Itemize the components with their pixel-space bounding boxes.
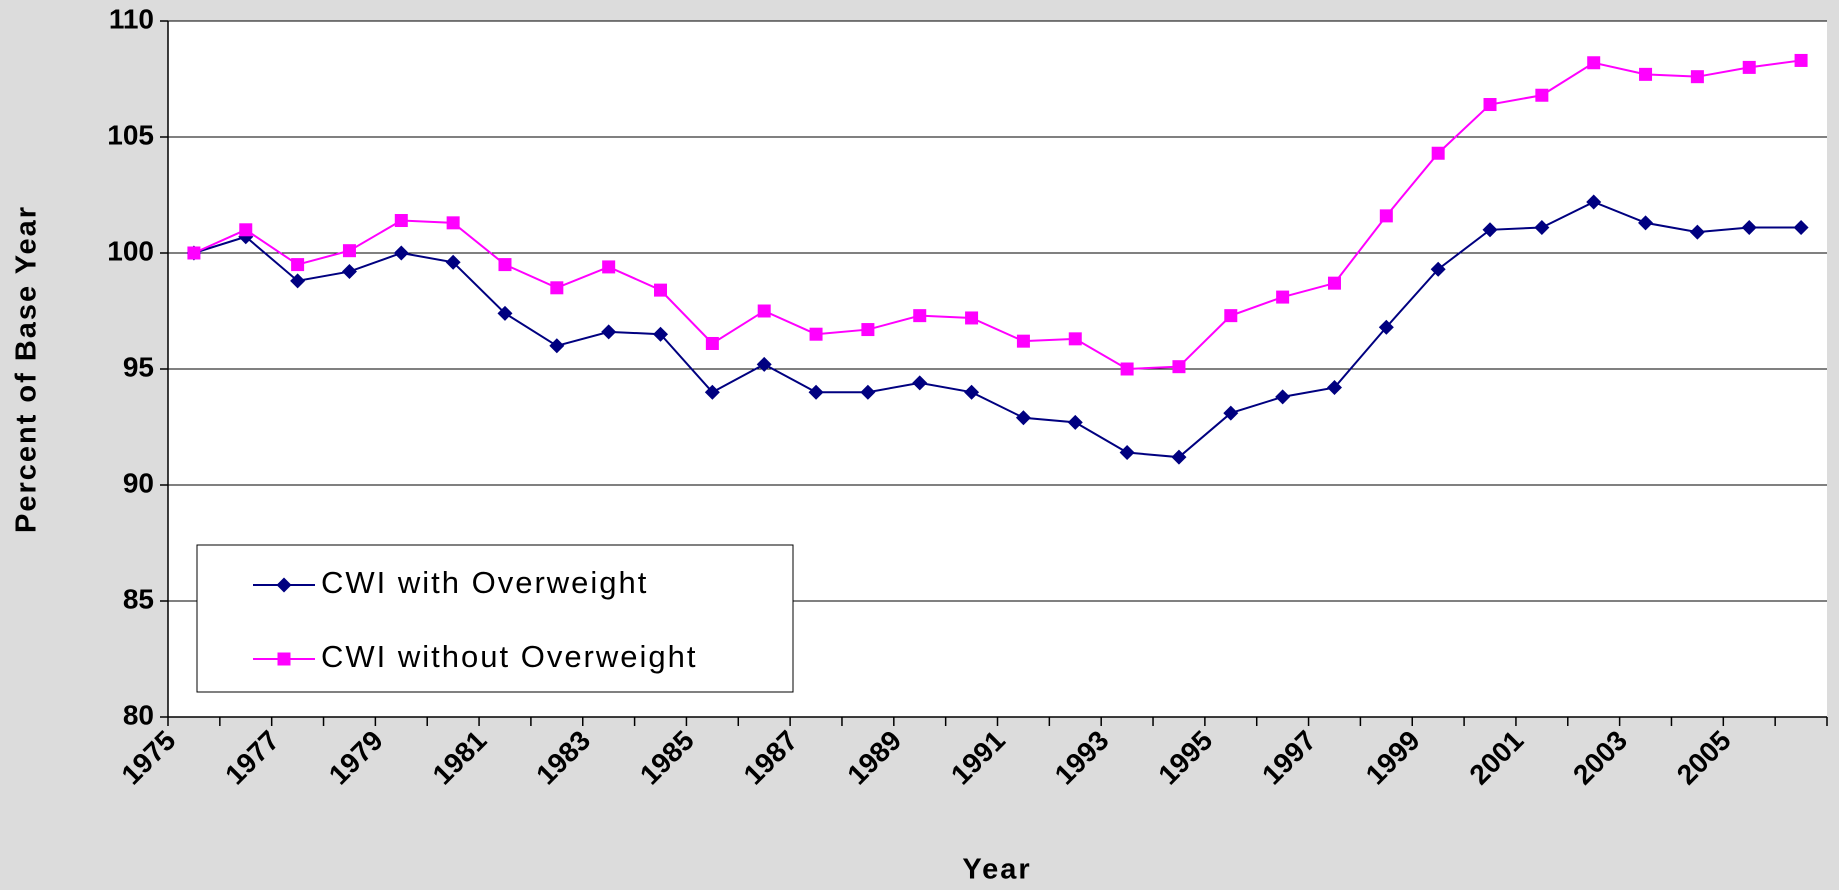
- legend-label: CWI with Overweight: [321, 565, 648, 600]
- data-point: [757, 304, 771, 318]
- data-point: [1431, 146, 1445, 160]
- x-tick-label: 1977: [219, 725, 285, 791]
- data-point: [341, 264, 357, 280]
- data-point: [704, 384, 720, 400]
- data-point: [393, 245, 409, 261]
- data-point: [187, 246, 201, 260]
- data-point: [1639, 67, 1653, 81]
- data-point: [1742, 60, 1756, 74]
- data-point: [964, 384, 980, 400]
- x-tick-label: 1979: [323, 725, 389, 791]
- x-tick-label: 1983: [530, 725, 596, 791]
- data-point: [1794, 53, 1808, 67]
- y-tick-label: 95: [123, 351, 154, 382]
- data-point: [1586, 194, 1602, 210]
- data-point: [290, 273, 306, 289]
- data-point: [1483, 98, 1497, 112]
- data-point: [965, 311, 979, 325]
- legend-marker: [277, 652, 291, 666]
- data-point: [1378, 319, 1394, 335]
- x-tick-label: 1987: [738, 725, 804, 791]
- x-tick-label: 1995: [1152, 725, 1218, 791]
- data-point: [912, 375, 928, 391]
- x-tick-label: 2003: [1567, 725, 1633, 791]
- data-point: [1326, 380, 1342, 396]
- data-point: [602, 260, 616, 274]
- data-point: [1741, 219, 1757, 235]
- data-point: [342, 244, 356, 258]
- x-tick-label: 1975: [115, 725, 181, 791]
- x-tick-label: 1993: [1049, 725, 1115, 791]
- data-point: [1067, 414, 1083, 430]
- x-axis-title: Year: [962, 854, 1031, 886]
- data-point: [1587, 56, 1601, 70]
- legend-marker: [276, 577, 292, 593]
- x-tick-label: 1999: [1360, 725, 1426, 791]
- series-line: [193, 200, 1802, 459]
- legend-box: [196, 544, 794, 693]
- x-tick-label: 2005: [1671, 725, 1737, 791]
- data-point: [654, 283, 668, 297]
- data-point: [705, 336, 719, 350]
- data-point: [1379, 209, 1393, 223]
- x-tick-label: 1991: [945, 725, 1011, 791]
- data-point: [860, 384, 876, 400]
- data-point: [1482, 222, 1498, 238]
- data-point: [809, 327, 823, 341]
- legend-label: CWI without Overweight: [321, 639, 698, 674]
- y-axis-title: Percent of Base Year: [11, 205, 43, 533]
- data-point: [549, 338, 565, 354]
- data-point: [861, 323, 875, 337]
- data-point: [394, 214, 408, 228]
- x-tick-label: 1981: [427, 725, 493, 791]
- data-point: [1224, 309, 1238, 323]
- data-point: [1276, 290, 1290, 304]
- data-point: [446, 216, 460, 230]
- data-point: [291, 258, 305, 272]
- y-tick-label: 100: [107, 235, 154, 266]
- data-point: [1690, 70, 1704, 84]
- data-point: [653, 326, 669, 342]
- data-point: [1689, 224, 1705, 240]
- data-point: [498, 258, 512, 272]
- data-point: [913, 309, 927, 323]
- x-tick-label: 1985: [634, 725, 700, 791]
- y-tick-label: 80: [123, 699, 154, 730]
- data-point: [1223, 405, 1239, 421]
- data-point: [1638, 215, 1654, 231]
- data-point: [1015, 410, 1031, 426]
- data-point: [1534, 219, 1550, 235]
- data-point: [1171, 449, 1187, 465]
- y-tick-label: 90: [123, 467, 154, 498]
- data-point: [808, 384, 824, 400]
- data-point: [1016, 334, 1030, 348]
- data-point: [239, 223, 253, 237]
- y-tick-label: 110: [109, 3, 154, 34]
- x-tick-label: 1989: [841, 725, 907, 791]
- data-point: [550, 281, 564, 295]
- data-point: [1535, 88, 1549, 102]
- data-point: [497, 305, 513, 321]
- data-point: [1430, 261, 1446, 277]
- data-point: [1120, 362, 1134, 376]
- data-point: [1275, 389, 1291, 405]
- x-tick-label: 2001: [1463, 725, 1529, 791]
- data-point: [445, 254, 461, 270]
- data-point: [1793, 219, 1809, 235]
- data-point: [1119, 445, 1135, 461]
- y-tick-label: 85: [123, 583, 154, 614]
- y-tick-label: 105: [107, 119, 154, 150]
- data-point: [756, 356, 772, 372]
- series-line: [193, 59, 1802, 371]
- data-point: [1068, 332, 1082, 346]
- data-point: [601, 324, 617, 340]
- x-tick-label: 1997: [1256, 725, 1322, 791]
- data-point: [1172, 360, 1186, 374]
- data-point: [1327, 276, 1341, 290]
